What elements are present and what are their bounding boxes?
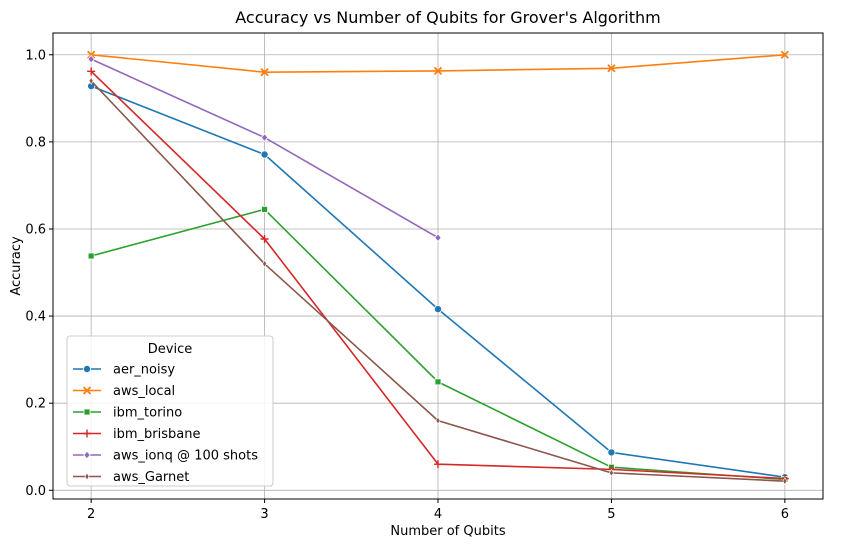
y-tick-label: 0.8: [25, 135, 46, 150]
series-lines: [87, 50, 789, 486]
data-point-ibm-brisbane: [260, 234, 269, 243]
legend-item-ibm-torino: ibm_torino: [73, 406, 182, 421]
data-point-aws-garnet: [262, 259, 267, 268]
legend-item-ibm-brisbane: ibm_brisbane: [73, 427, 200, 442]
data-point-aws-local: [433, 66, 443, 76]
legend-item-aer-noisy: aer_noisy: [73, 363, 175, 378]
series-aws-garnet: [88, 76, 788, 486]
series-aws-ionq-100-shots: [87, 54, 442, 243]
data-point-aws-ionq-100-shots: [260, 133, 269, 142]
y-tick-label: 0.6: [25, 222, 46, 237]
data-point-aws-ionq-100-shots: [87, 54, 95, 64]
chart-title: Accuracy vs Number of Qubits for Grover'…: [235, 8, 661, 27]
series-aer-noisy: [87, 82, 789, 482]
legend-marker: [83, 364, 92, 373]
legend: Device aer_noisy aws_local ibm_torino ibm_b…: [66, 335, 274, 487]
data-point-ibm-torino: [434, 378, 442, 386]
data-point-aws-ionq-100-shots: [434, 233, 442, 243]
legend-box: [66, 335, 274, 487]
data-point-aer-noisy: [260, 150, 269, 159]
legend-label: ibm_torino: [113, 406, 182, 421]
x-axis-title: Number of Qubits: [390, 524, 505, 539]
legend-label: ibm_brisbane: [113, 427, 200, 442]
x-tick-label: 3: [260, 507, 268, 522]
y-tick-label: 0.0: [25, 484, 46, 499]
legend-marker: [82, 386, 92, 395]
legend-item-aws-garnet: aws_Garnet: [73, 470, 189, 485]
data-point-aws-local: [260, 68, 269, 77]
data-point-aws-garnet: [782, 477, 788, 486]
data-point-ibm-brisbane: [434, 460, 442, 469]
legend-marker: [83, 450, 91, 460]
legend-label: aer_noisy: [113, 363, 175, 378]
legend-marker: [83, 408, 91, 416]
x-tick-label: 2: [87, 507, 95, 522]
data-point-aer-noisy: [433, 305, 442, 314]
data-point-aws-local: [607, 64, 616, 73]
x-tick-label: 5: [607, 507, 615, 522]
legend-title: Device: [148, 342, 192, 357]
data-point-ibm-brisbane: [87, 67, 96, 76]
data-point-aws-garnet: [435, 416, 441, 425]
legend-marker: [84, 472, 90, 481]
legend-marker: [83, 429, 91, 438]
legend-item-aws-local: aws_local: [73, 384, 175, 399]
data-point-aws-garnet: [88, 76, 94, 86]
x-tick-label: 4: [434, 507, 442, 522]
legend-label: aws_Garnet: [113, 470, 189, 485]
y-tick-label: 0.4: [25, 310, 46, 325]
data-point-ibm-torino: [261, 205, 268, 213]
y-tick-label: 0.2: [25, 397, 46, 412]
data-point-aws-local: [780, 50, 789, 59]
y-tick-label: 1.0: [25, 48, 46, 63]
legend-label: aws_ionq @ 100 shots: [113, 449, 258, 464]
data-point-aws-garnet: [609, 468, 614, 477]
legend-label: aws_local: [113, 384, 175, 399]
x-tick-label: 6: [781, 507, 789, 522]
legend-item-aws-ionq-100-shots: aws_ionq @ 100 shots: [73, 449, 258, 464]
data-point-ibm-torino: [87, 252, 95, 260]
y-axis-title: Accuracy: [9, 236, 24, 296]
axis-ticks: 2 3 4 5 6 0.0 0.2 0.4 0.6 0.8 1.0: [25, 48, 789, 522]
data-point-aer-noisy: [607, 448, 616, 457]
